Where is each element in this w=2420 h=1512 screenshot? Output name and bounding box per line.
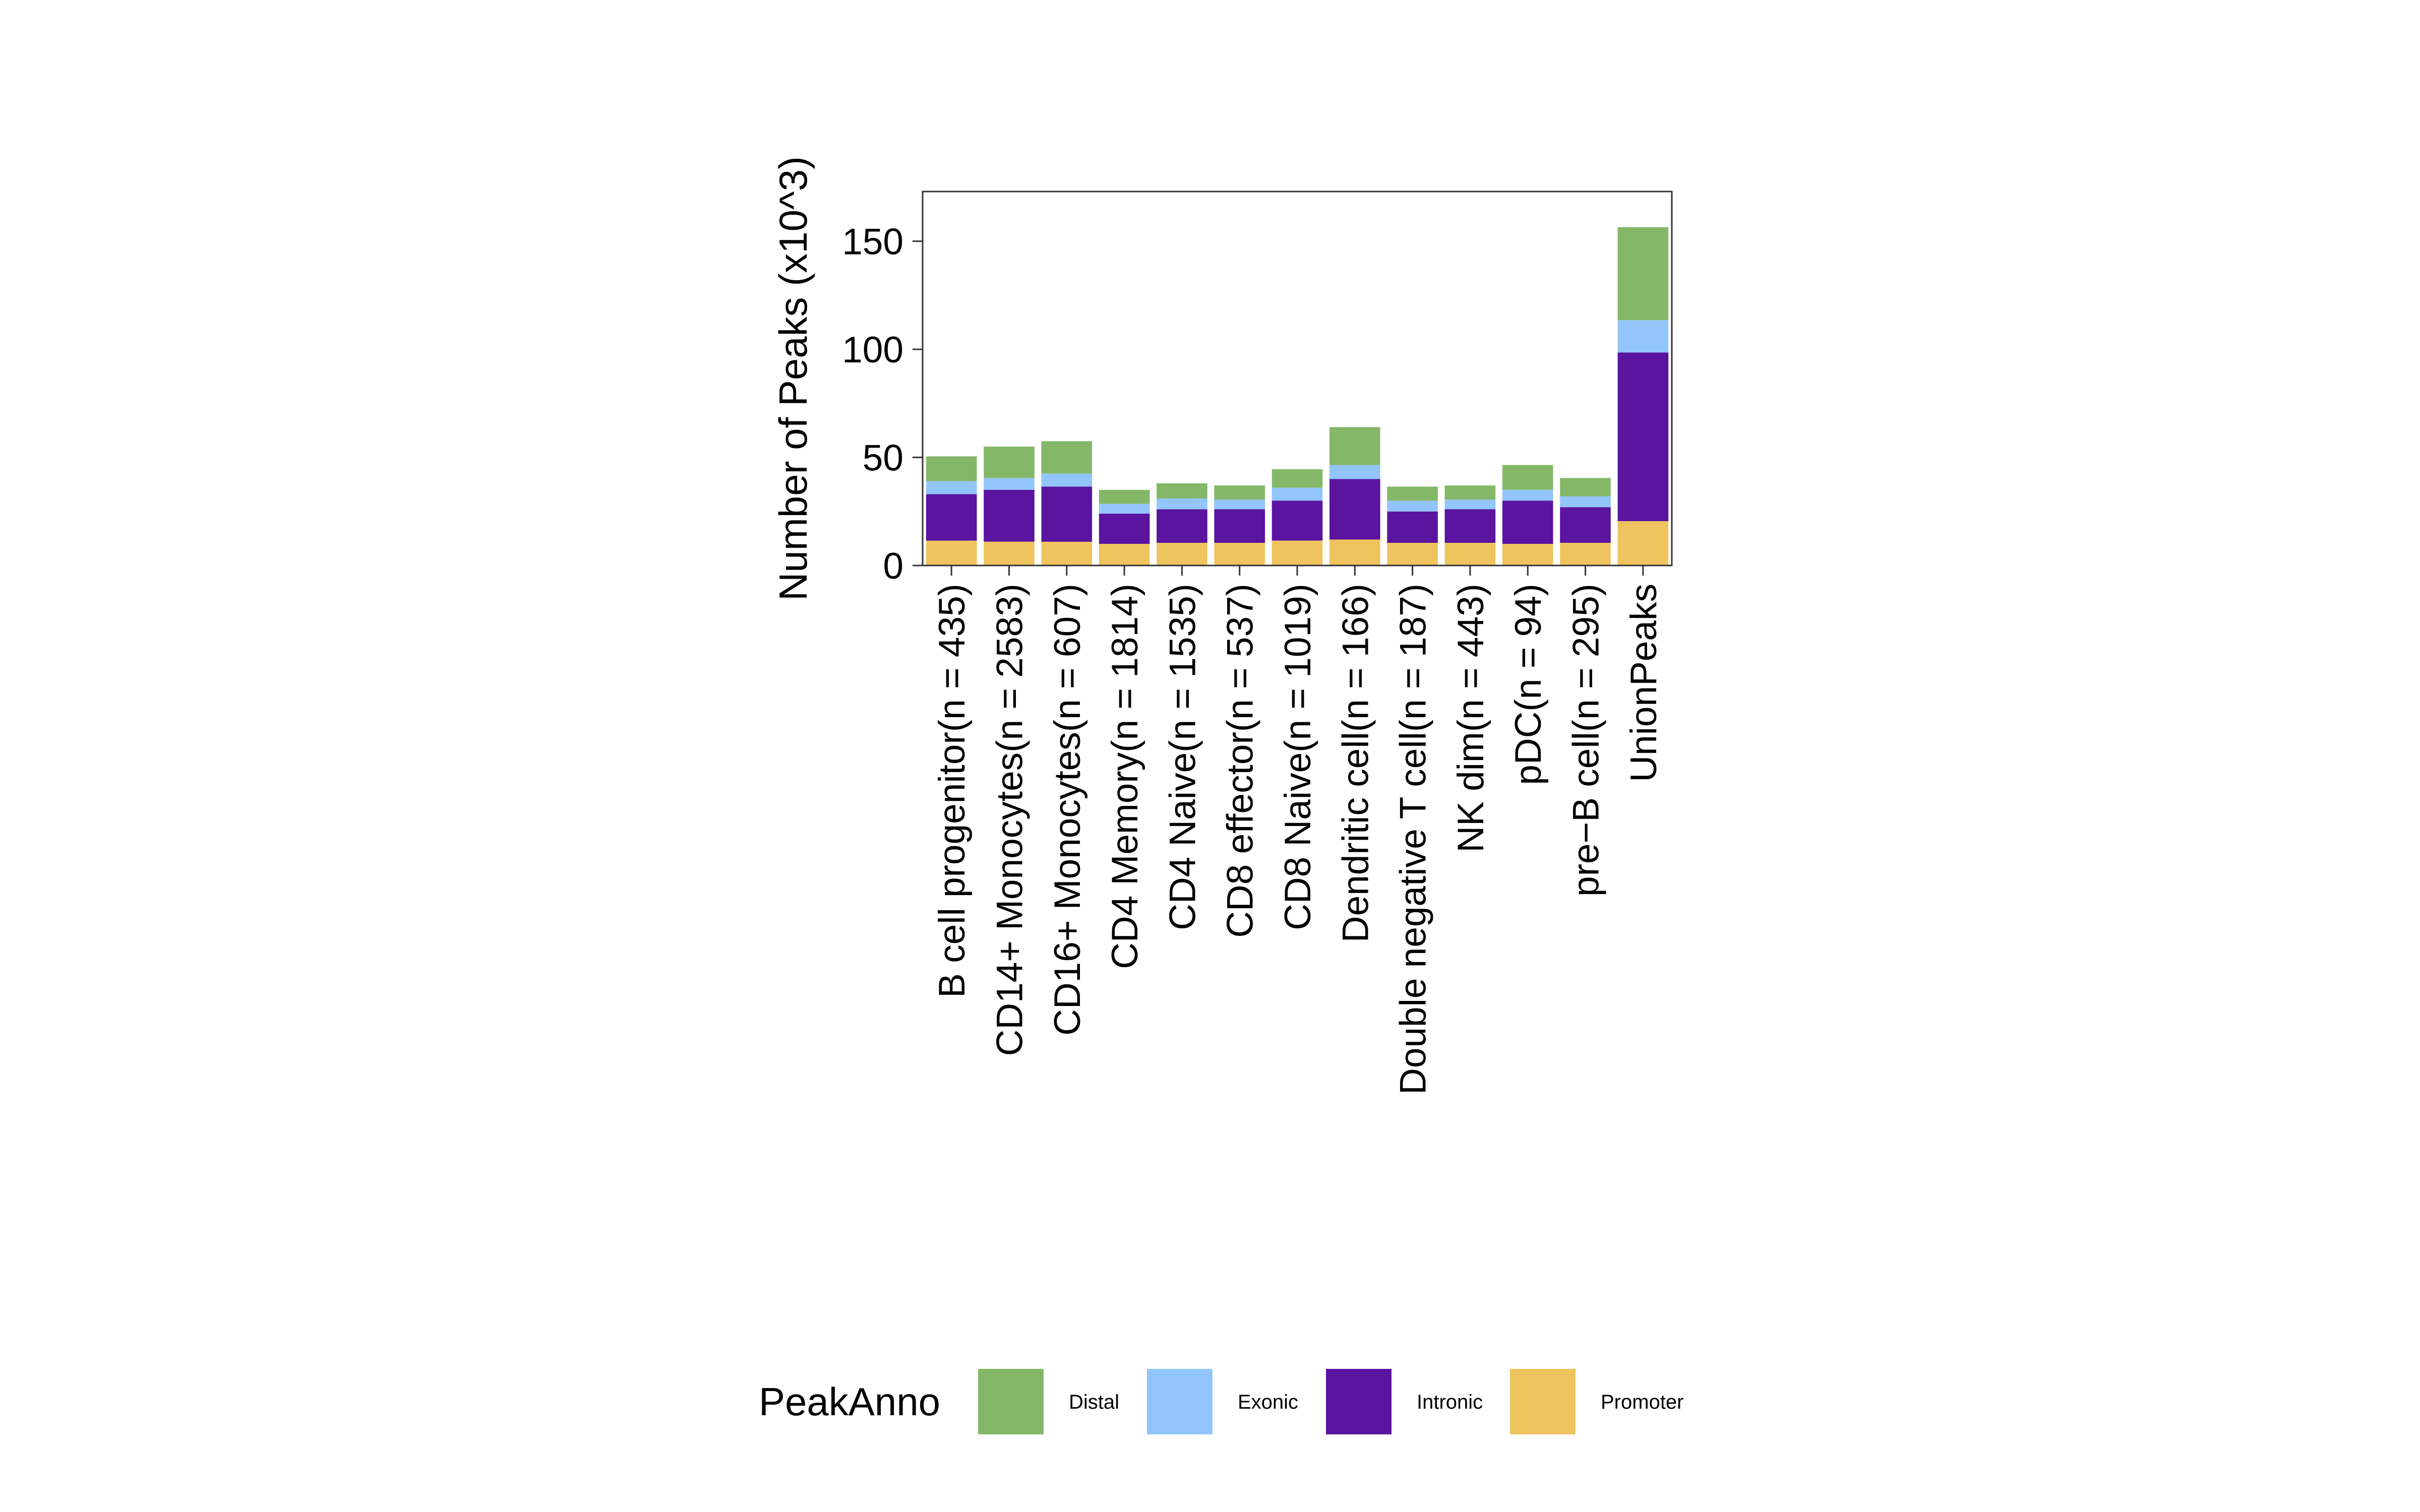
bar-exonic	[1214, 499, 1265, 510]
bar-exonic	[1502, 489, 1553, 501]
bar-distal	[1214, 485, 1265, 500]
bar-distal	[1387, 486, 1438, 501]
legend-key-exonic	[1147, 1369, 1213, 1434]
x-tick-label: NK dim(n = 443)	[1450, 584, 1491, 853]
bar-promoter	[1329, 539, 1380, 565]
bar-distal	[1272, 469, 1323, 488]
bar-intronic	[1387, 511, 1438, 543]
bars-layer	[926, 227, 1669, 565]
bar-intronic	[926, 494, 977, 541]
bar-intronic	[984, 489, 1035, 542]
bar-promoter	[1387, 543, 1438, 565]
x-tick-label: B cell progenitor(n = 435)	[932, 584, 973, 998]
x-tick-label: UnionPeaks	[1623, 584, 1664, 782]
bar-intronic	[1157, 509, 1207, 543]
bar-intronic	[1329, 479, 1380, 540]
y-tick-label: 50	[863, 438, 903, 479]
bar-intronic	[1444, 509, 1496, 543]
bar-exonic	[1387, 500, 1438, 512]
y-axis: 0 50 100 150	[842, 222, 923, 587]
bar-promoter	[984, 541, 1035, 565]
legend-key-distal	[978, 1369, 1044, 1434]
x-tick-label: Dendritic cell(n = 166)	[1335, 584, 1376, 942]
bar-distal	[1041, 441, 1093, 474]
x-tick-label: Double negative T cell(n = 187)	[1393, 584, 1434, 1095]
legend-label: Promoter	[1601, 1391, 1684, 1413]
bar-exonic	[1041, 473, 1093, 487]
bar-distal	[1099, 489, 1150, 504]
bar-exonic	[1272, 487, 1323, 501]
x-tick-label: CD4 Naive(n = 1535)	[1162, 584, 1203, 930]
bar-exonic	[1157, 498, 1207, 510]
bar-distal	[926, 456, 977, 481]
x-tick-label: CD4 Memory(n = 1814)	[1105, 584, 1145, 969]
y-tick-label: 150	[842, 222, 903, 263]
x-tick-label: CD16+ Monocytes(n = 607)	[1047, 584, 1088, 1036]
bar-intronic	[1041, 486, 1093, 542]
bar-promoter	[1099, 544, 1150, 565]
bar-promoter	[1502, 544, 1553, 565]
bar-exonic	[1099, 503, 1150, 514]
y-tick-label: 100	[842, 330, 903, 370]
bar-distal	[1157, 483, 1207, 498]
x-tick-label: CD8 Naive(n = 1019)	[1278, 584, 1318, 930]
x-axis: B cell progenitor(n = 435) CD14+ Monocyte…	[932, 565, 1664, 1095]
legend-items: Distal Exonic Intronic Promoter	[978, 1369, 1684, 1434]
y-axis-title: Number of Peaks (x10^3)	[771, 156, 815, 601]
bar-promoter	[926, 540, 977, 565]
bar-intronic	[1272, 500, 1323, 541]
legend-key-promoter	[1510, 1369, 1576, 1434]
y-tick-label: 0	[883, 546, 903, 587]
legend-key-intronic	[1326, 1369, 1392, 1434]
bar-promoter	[1272, 540, 1323, 565]
bar-distal	[1329, 427, 1380, 465]
bar-distal	[1502, 465, 1553, 490]
bar-exonic	[1329, 465, 1380, 479]
bar-exonic	[984, 478, 1035, 490]
bar-promoter	[1041, 541, 1093, 565]
bar-exonic	[1617, 320, 1669, 353]
bar-promoter	[1617, 521, 1669, 565]
bar-intronic	[1560, 507, 1611, 543]
x-tick-label: pre−B cell(n = 295)	[1566, 584, 1607, 897]
bar-intronic	[1617, 352, 1669, 521]
bar-intronic	[1214, 509, 1265, 543]
bar-exonic	[1560, 496, 1611, 508]
x-tick-label: pDC(n = 94)	[1508, 584, 1549, 785]
bar-distal	[984, 447, 1035, 478]
legend-title: PeakAnno	[759, 1379, 940, 1424]
x-tick-label: CD14+ Monocytes(n = 2583)	[990, 584, 1031, 1056]
bar-promoter	[1157, 543, 1207, 565]
bar-promoter	[1560, 543, 1611, 565]
bar-promoter	[1444, 543, 1496, 565]
x-tick-label: CD8 effector(n = 537)	[1220, 584, 1261, 938]
legend-label: Distal	[1069, 1391, 1119, 1413]
bar-promoter	[1214, 543, 1265, 565]
bar-exonic	[1444, 499, 1496, 510]
bar-distal	[1617, 227, 1669, 321]
bar-intronic	[1502, 500, 1553, 544]
bar-distal	[1444, 485, 1496, 500]
legend-label: Intronic	[1417, 1391, 1483, 1413]
bar-exonic	[926, 481, 977, 494]
bar-distal	[1560, 478, 1611, 496]
bar-intronic	[1099, 514, 1150, 544]
legend: PeakAnno Distal Exonic Intronic Promoter	[759, 1369, 1684, 1434]
legend-label: Exonic	[1238, 1391, 1298, 1413]
